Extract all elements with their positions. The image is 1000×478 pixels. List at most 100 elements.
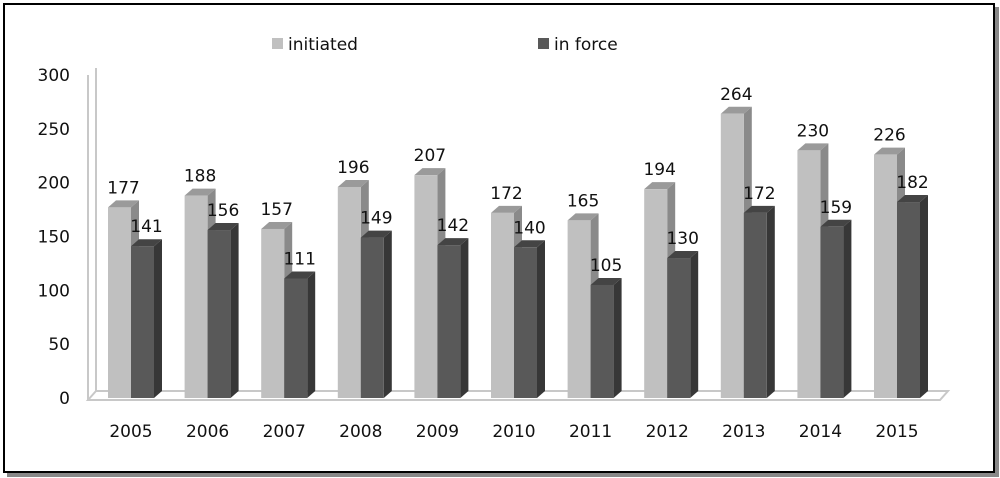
bar-front (261, 228, 285, 398)
bar-in-force (437, 238, 469, 398)
bar-side (690, 251, 699, 398)
bar-front (797, 150, 821, 398)
legend-swatch (272, 38, 283, 49)
bar-front (874, 154, 897, 398)
bar-top (337, 179, 369, 187)
y-tick-label: 50 (48, 335, 70, 355)
bar-top (261, 221, 293, 229)
bar-front (590, 284, 614, 398)
data-label: 111 (283, 249, 315, 269)
data-label: 172 (490, 184, 522, 204)
bar-front (337, 186, 361, 398)
bar-top (567, 213, 599, 221)
bar-side (920, 195, 928, 398)
bar-top (667, 251, 699, 259)
bar-in-force (131, 239, 162, 398)
x-tick-label: 2014 (799, 422, 842, 442)
bar-in-force (590, 277, 622, 398)
bar-top (414, 168, 446, 176)
data-label: 156 (207, 201, 239, 221)
bar-top (437, 238, 469, 246)
data-label: 165 (567, 191, 599, 211)
bar-side (383, 230, 392, 398)
bar-front (207, 230, 231, 398)
data-label: 182 (896, 173, 928, 193)
bar-front (491, 212, 514, 398)
bar-side (613, 277, 622, 398)
x-tick-label: 2008 (339, 422, 382, 442)
data-label: 149 (360, 209, 392, 229)
bar-side (843, 219, 852, 398)
bar-front (360, 237, 384, 398)
bar-top (360, 230, 392, 238)
bar-in-force (207, 223, 239, 398)
data-label: 194 (643, 160, 675, 180)
x-tick-label: 2007 (263, 422, 306, 442)
bar-in-force (284, 271, 316, 398)
x-tick-label: 2009 (416, 422, 459, 442)
x-tick-label: 2011 (569, 422, 612, 442)
y-tick-label: 150 (38, 228, 70, 248)
data-label: 207 (414, 146, 446, 166)
bar-front (184, 195, 208, 398)
x-tick-label: 2006 (186, 422, 229, 442)
bar-in-force (514, 240, 545, 398)
data-label: 105 (590, 256, 622, 276)
bar-top (797, 143, 829, 151)
x-tick-label: 2010 (492, 422, 535, 442)
bar-side (230, 223, 239, 398)
bar-side (766, 205, 775, 398)
data-label: 140 (513, 218, 545, 238)
y-tick-label: 100 (38, 281, 70, 301)
bar-top (743, 205, 775, 213)
legend: initiated in force (272, 35, 618, 55)
data-label: 226 (873, 126, 905, 146)
bar-top (874, 147, 905, 155)
bar-top (184, 188, 216, 196)
x-tick-label: 2015 (875, 422, 918, 442)
legend-swatch (538, 38, 549, 49)
bar-front (284, 278, 308, 398)
bar-top (590, 277, 622, 285)
x-tick-label: 2012 (646, 422, 689, 442)
bar-front (743, 212, 767, 398)
bar-front (108, 207, 131, 398)
data-label: 177 (107, 178, 139, 198)
bar-top (284, 271, 316, 279)
data-label: 141 (130, 217, 162, 237)
data-label: 196 (337, 158, 369, 178)
bar-side (460, 238, 469, 398)
data-label: 157 (260, 200, 292, 220)
x-tick-label: 2005 (109, 422, 152, 442)
bar-front (514, 247, 537, 398)
bar-top (644, 182, 676, 190)
bar-in-force (897, 195, 928, 398)
y-tick-label: 200 (38, 174, 70, 194)
bar-top (820, 219, 852, 227)
bar-top (131, 239, 162, 247)
bar-in-force (820, 219, 852, 398)
bar-front (897, 202, 920, 398)
legend-label: in force (554, 35, 618, 55)
data-label: 188 (184, 167, 216, 187)
bar-side (154, 239, 162, 398)
y-tick-label: 250 (38, 120, 70, 140)
bar-front (720, 113, 744, 398)
bar-side (537, 240, 545, 398)
bar-front (820, 226, 844, 398)
data-label: 142 (437, 216, 469, 236)
bar-front (437, 245, 461, 398)
y-tick-label: 300 (38, 66, 70, 86)
x-tick-label: 2013 (722, 422, 765, 442)
bar-in-force (667, 251, 699, 398)
bar-front (414, 175, 438, 398)
data-label: 172 (743, 184, 775, 204)
bar-in-force (743, 205, 775, 398)
data-label: 230 (797, 121, 829, 141)
bar-top (514, 240, 545, 248)
bar-front (644, 189, 668, 398)
bar-top (897, 195, 928, 203)
data-label: 264 (720, 85, 752, 105)
bar-top (720, 106, 752, 114)
